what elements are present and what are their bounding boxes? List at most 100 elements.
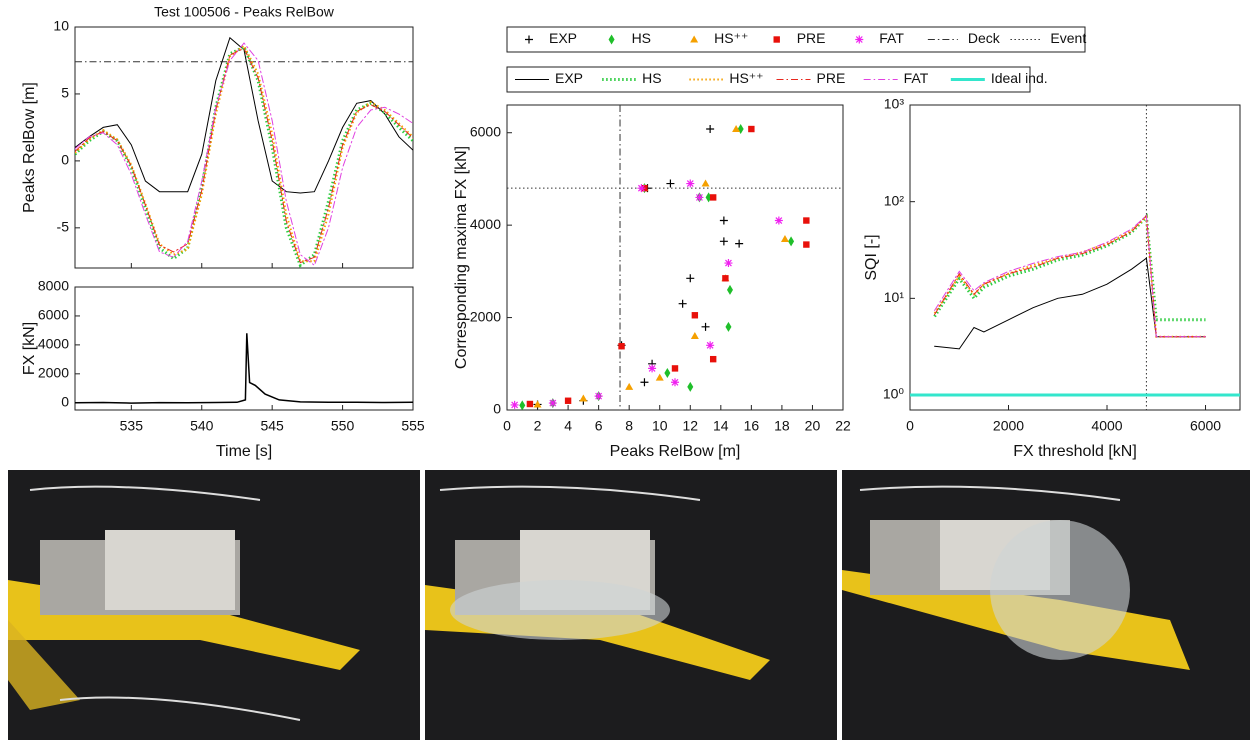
x-tick-label: 10 bbox=[652, 418, 668, 434]
x-tick-label: 535 bbox=[120, 418, 144, 434]
y-tick-label: 0 bbox=[61, 393, 69, 409]
x-tick-label: 8 bbox=[625, 418, 633, 434]
y-tick-label: 5 bbox=[61, 85, 69, 101]
point bbox=[640, 378, 649, 387]
plot-content bbox=[75, 333, 413, 404]
plot-area bbox=[74, 26, 414, 269]
y-axis-label: Corresponding maxima FX [kN] bbox=[453, 146, 470, 369]
legend-label: Deck bbox=[968, 30, 1001, 46]
x-axis-label: Time [s] bbox=[216, 443, 272, 460]
point bbox=[671, 365, 679, 372]
legend-label: FAT bbox=[904, 70, 929, 86]
y-tick-label: 10¹ bbox=[884, 289, 905, 305]
point bbox=[533, 400, 542, 408]
y-tick-label: -5 bbox=[57, 219, 70, 235]
y-tick-label: 0 bbox=[61, 152, 69, 168]
legend-label: Event bbox=[1050, 30, 1086, 46]
point bbox=[637, 184, 646, 193]
y-tick-label: 10⁰ bbox=[883, 386, 905, 402]
y-axis-label: FX [kN] bbox=[21, 322, 38, 375]
legend-label: PRE bbox=[797, 30, 826, 46]
point bbox=[690, 332, 699, 340]
series-line bbox=[75, 47, 413, 264]
point bbox=[701, 179, 710, 187]
plot-area bbox=[506, 104, 844, 411]
chart-title: Test 100506 - Peaks RelBow bbox=[154, 4, 335, 20]
legend-label: EXP bbox=[549, 30, 577, 46]
point bbox=[803, 241, 810, 248]
photo-3 bbox=[842, 470, 1250, 740]
legend-label: HS⁺⁺ bbox=[714, 30, 748, 46]
point bbox=[773, 36, 780, 43]
y-axis-label: SQI [-] bbox=[863, 234, 880, 280]
point bbox=[855, 35, 864, 44]
point bbox=[719, 237, 728, 246]
point bbox=[709, 194, 717, 201]
legend-label: PRE bbox=[817, 70, 846, 86]
point bbox=[548, 399, 557, 408]
y-tick-label: 4000 bbox=[470, 216, 501, 232]
y-tick-label: 10² bbox=[884, 192, 905, 208]
x-tick-label: 4000 bbox=[1091, 418, 1122, 434]
x-tick-label: 0 bbox=[906, 418, 914, 434]
point bbox=[666, 179, 675, 188]
point bbox=[735, 239, 744, 248]
x-tick-label: 22 bbox=[835, 418, 851, 434]
legend-label: EXP bbox=[555, 70, 583, 86]
point bbox=[564, 397, 572, 404]
x-tick-label: 14 bbox=[713, 418, 729, 434]
point bbox=[780, 235, 789, 243]
x-axis-label: Peaks RelBow [m] bbox=[610, 443, 741, 460]
point bbox=[526, 400, 534, 408]
x-tick-label: 540 bbox=[190, 418, 214, 434]
point bbox=[625, 382, 634, 390]
plot-content bbox=[910, 105, 1240, 410]
y-tick-label: 2000 bbox=[470, 308, 501, 324]
point bbox=[579, 394, 588, 402]
x-tick-label: 6000 bbox=[1190, 418, 1221, 434]
point bbox=[608, 34, 615, 45]
point bbox=[706, 341, 715, 350]
x-tick-label: 12 bbox=[682, 418, 698, 434]
y-tick-label: 6000 bbox=[38, 307, 69, 323]
legend-label: HS bbox=[632, 30, 651, 46]
y-tick-label: 0 bbox=[493, 401, 501, 417]
point bbox=[725, 321, 732, 332]
x-tick-label: 0 bbox=[503, 418, 511, 434]
plot-content bbox=[507, 105, 843, 410]
series-line bbox=[75, 333, 413, 404]
point bbox=[686, 274, 695, 283]
point bbox=[510, 400, 519, 409]
plot-content bbox=[75, 36, 413, 268]
y-tick-label: 10³ bbox=[884, 96, 905, 112]
point bbox=[691, 312, 699, 319]
point bbox=[695, 193, 704, 202]
point bbox=[525, 35, 533, 44]
point bbox=[719, 216, 728, 225]
point bbox=[803, 217, 810, 224]
point bbox=[690, 35, 699, 43]
point bbox=[594, 392, 603, 401]
y-tick-label: 4000 bbox=[38, 336, 69, 352]
point bbox=[648, 364, 657, 373]
point bbox=[706, 125, 715, 134]
legend-label: FAT bbox=[879, 30, 904, 46]
x-tick-label: 4 bbox=[564, 418, 572, 434]
point bbox=[701, 322, 710, 331]
y-axis-label: Peaks RelBow [m] bbox=[21, 82, 38, 213]
y-tick-label: 8000 bbox=[38, 278, 69, 294]
legend bbox=[506, 66, 1031, 93]
y-tick-label: 10 bbox=[53, 18, 69, 34]
point bbox=[724, 259, 733, 268]
legend-label: Ideal ind. bbox=[991, 70, 1048, 86]
series-line bbox=[75, 42, 413, 267]
point bbox=[722, 275, 729, 282]
point bbox=[726, 284, 733, 295]
series-line bbox=[934, 257, 1206, 350]
photo-1 bbox=[8, 470, 420, 740]
y-tick-label: 2000 bbox=[38, 365, 69, 381]
point bbox=[664, 368, 671, 379]
photo-2 bbox=[425, 470, 837, 740]
point bbox=[618, 343, 625, 350]
